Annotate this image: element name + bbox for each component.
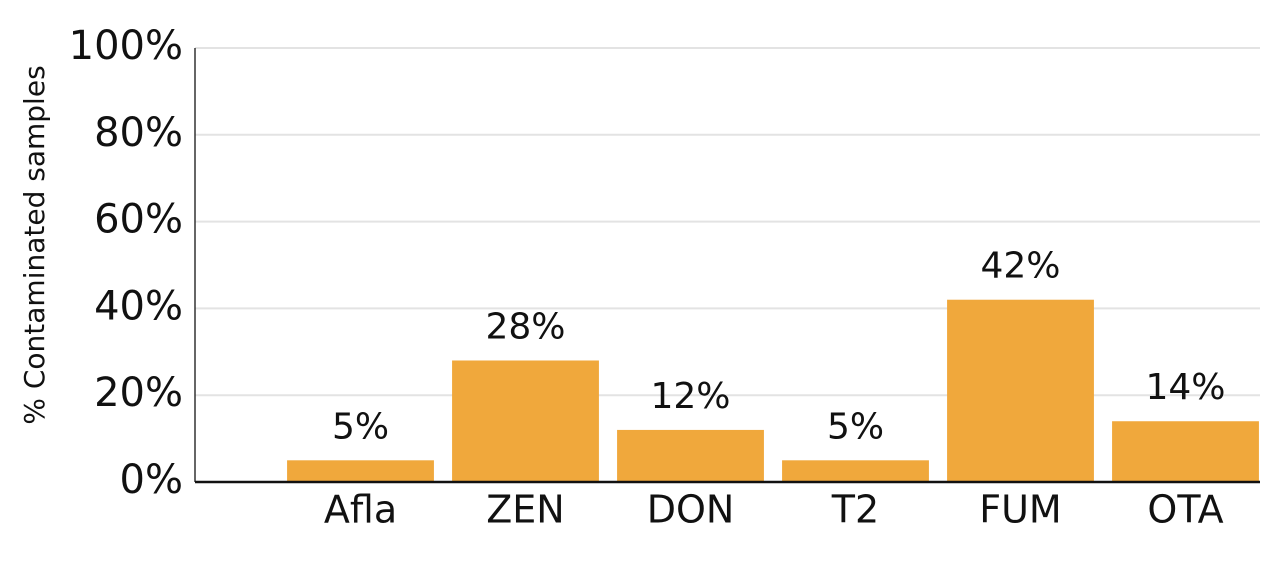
bar: [452, 360, 599, 482]
value-label: 14%: [1145, 367, 1225, 408]
value-label: 12%: [650, 376, 730, 417]
x-tick-label: T2: [831, 488, 879, 532]
y-axis-label: % Contaminated samples: [18, 65, 51, 424]
value-label: 5%: [332, 406, 389, 447]
bar: [1112, 421, 1259, 482]
bar: [287, 460, 434, 482]
x-tick-label: DON: [647, 488, 735, 532]
x-tick-label: ZEN: [486, 488, 564, 532]
x-tick-label: OTA: [1147, 488, 1223, 532]
x-tick-label: FUM: [979, 488, 1061, 532]
y-tick-label: 60%: [94, 197, 183, 243]
value-label: 28%: [485, 306, 565, 347]
y-tick-label: 80%: [94, 110, 183, 156]
x-tick-label: Afla: [324, 488, 397, 532]
bar: [947, 299, 1094, 482]
y-tick-label: 0%: [120, 457, 183, 503]
bar: [617, 429, 764, 482]
value-label: 42%: [980, 246, 1060, 287]
y-tick-label: 100%: [69, 23, 183, 69]
value-label: 5%: [827, 406, 884, 447]
y-tick-label: 20%: [94, 370, 183, 416]
bar: [782, 460, 929, 482]
y-tick-label: 40%: [94, 283, 183, 329]
